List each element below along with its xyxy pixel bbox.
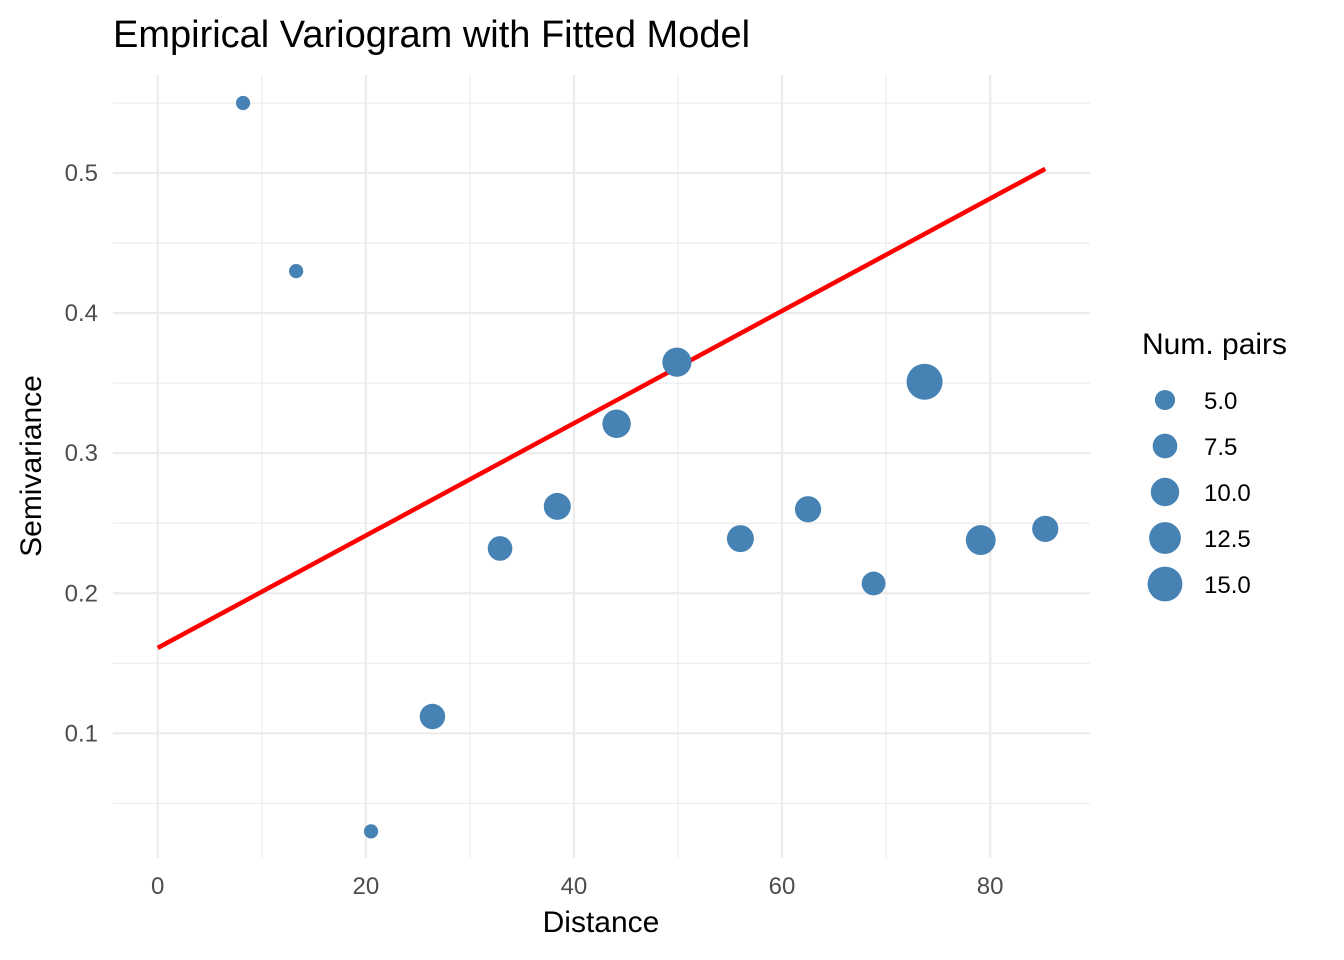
legend: Num. pairs 5.0 7.5 10.0 12.5 15.0: [1142, 328, 1287, 602]
data-point: [419, 703, 446, 730]
fitted-model-layer: [156, 166, 1047, 650]
data-point: [487, 536, 513, 561]
x-axis-ticks: 0 20 40 60 80: [151, 873, 1003, 900]
legend-key-symbol: [1149, 522, 1181, 554]
points-layer: [235, 95, 1059, 839]
y-tick-label: 0.3: [65, 440, 98, 467]
y-axis-title: Semivariance: [15, 375, 48, 557]
data-point: [906, 363, 943, 400]
x-tick-label: 0: [151, 873, 164, 900]
legend-key-label: 7.5: [1204, 434, 1237, 461]
x-tick-label: 40: [561, 873, 588, 900]
x-tick-label: 80: [977, 873, 1004, 900]
data-point: [289, 263, 304, 279]
legend-title: Num. pairs: [1142, 328, 1287, 361]
data-point: [602, 409, 631, 439]
data-point: [662, 347, 692, 377]
legend-key-symbol: [1152, 433, 1178, 459]
grid: [113, 75, 1090, 858]
y-tick-label: 0.1: [65, 720, 98, 747]
data-point: [794, 496, 822, 523]
data-point: [363, 824, 379, 839]
y-axis-ticks: 0.1 0.2 0.3 0.4 0.5: [65, 160, 98, 747]
chart-title: Empirical Variogram with Fitted Model: [113, 14, 750, 56]
y-tick-label: 0.5: [65, 160, 98, 187]
x-axis-title: Distance: [543, 906, 660, 939]
legend-key-symbol: [1150, 477, 1180, 507]
data-point: [1032, 515, 1059, 542]
x-tick-label: 60: [769, 873, 796, 900]
legend-key-label: 15.0: [1204, 572, 1251, 599]
data-point: [235, 95, 251, 111]
data-point: [543, 492, 571, 520]
data-point: [861, 571, 886, 596]
y-tick-label: 0.2: [65, 580, 98, 607]
y-tick-label: 0.4: [65, 300, 98, 327]
legend-key-label: 5.0: [1204, 388, 1237, 415]
data-point: [726, 525, 754, 553]
x-tick-label: 20: [352, 873, 379, 900]
legend-key-symbol: [1154, 389, 1176, 411]
fitted-model-line: [156, 166, 1047, 650]
legend-key-label: 10.0: [1204, 480, 1251, 507]
legend-key-label: 12.5: [1204, 526, 1251, 553]
legend-key-symbol: [1147, 566, 1183, 602]
data-point: [965, 525, 996, 555]
legend-keys: 5.0 7.5 10.0 12.5 15.0: [1147, 388, 1251, 602]
